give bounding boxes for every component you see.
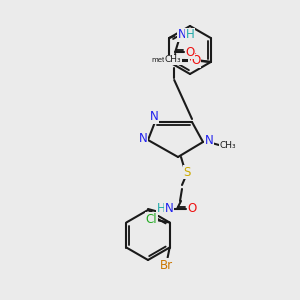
Text: methoxy: methoxy — [152, 57, 182, 63]
Text: S: S — [183, 166, 191, 178]
Text: O: O — [186, 46, 195, 59]
Text: N: N — [178, 28, 187, 41]
Text: CH₃: CH₃ — [164, 56, 181, 64]
Text: N: N — [205, 134, 213, 148]
Text: O: O — [188, 202, 196, 215]
Text: O: O — [191, 55, 200, 68]
Text: O: O — [188, 52, 197, 65]
Text: N: N — [150, 110, 158, 124]
Text: Br: Br — [160, 259, 173, 272]
Text: H: H — [186, 28, 195, 41]
Text: Cl: Cl — [146, 213, 158, 226]
Text: CH₃: CH₃ — [220, 140, 236, 149]
Text: N: N — [139, 133, 147, 146]
Text: N: N — [165, 202, 173, 214]
Text: H: H — [157, 202, 165, 214]
